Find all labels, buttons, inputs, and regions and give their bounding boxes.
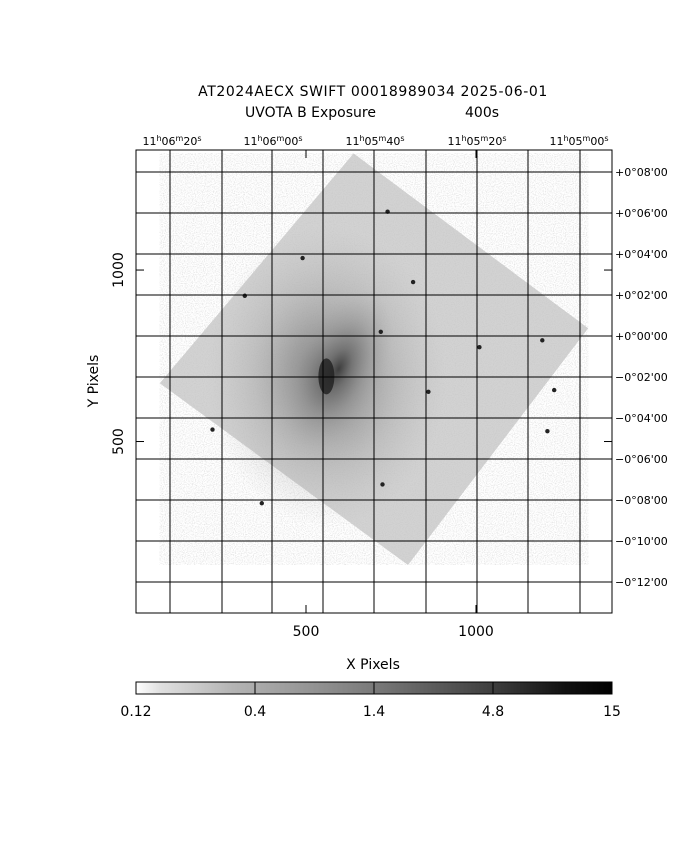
- point-source: [380, 482, 385, 487]
- y-tick-label: 1000: [111, 252, 127, 288]
- point-source: [410, 279, 416, 285]
- point-source: [300, 255, 305, 261]
- galaxy-nucleus: [318, 358, 335, 395]
- ra-label-text: 11h06m20s: [142, 134, 201, 148]
- ra-tick-label: 11h05m20s: [447, 134, 506, 148]
- ra-label-text: 11h05m00s: [549, 134, 608, 148]
- ra-label-text: 11h05m20s: [447, 134, 506, 148]
- y-axis-label: Y Pixels: [86, 355, 102, 409]
- point-source: [552, 387, 557, 393]
- colorbar-label: 15: [603, 704, 621, 720]
- point-source: [242, 293, 247, 298]
- dec-tick-label: −0°08'00: [615, 494, 668, 507]
- chart-title: AT2024AECX SWIFT 00018989034 2025-06-01: [198, 84, 548, 100]
- ra-tick-label: 11h06m00s: [243, 134, 302, 148]
- sky-image: [159, 153, 589, 565]
- y-tick-label: 500: [111, 428, 127, 455]
- colorbar-label: 1.4: [363, 704, 385, 720]
- dec-tick-label: +0°04'00: [615, 248, 668, 261]
- plot-frame: [135, 149, 613, 614]
- x-axis-label: X Pixels: [346, 657, 400, 673]
- dec-tick-label: +0°02'00: [615, 289, 668, 302]
- point-source: [426, 389, 431, 394]
- colorbar-label: 4.8: [482, 704, 504, 720]
- point-source: [477, 345, 482, 350]
- ra-tick-label: 11h06m20s: [142, 134, 201, 148]
- point-source: [545, 429, 550, 434]
- chart-subtitle-left: UVOTA B Exposure: [245, 105, 376, 121]
- point-source: [378, 329, 383, 334]
- dec-tick-label: −0°06'00: [615, 453, 668, 466]
- x-tick-label: 1000: [458, 624, 494, 640]
- axes: 500 1000 500 1000 11h06m20s 11h06m00s 11h05m40…: [111, 134, 668, 640]
- point-source: [210, 427, 215, 432]
- dec-tick-label: −0°02'00: [615, 371, 668, 384]
- galaxy-disk: [284, 289, 394, 449]
- coordinate-grid: [136, 150, 612, 613]
- dec-tick-label: +0°00'00: [615, 330, 668, 343]
- ra-label-text: 11h05m40s: [345, 134, 404, 148]
- dec-tick-label: −0°04'00: [615, 412, 668, 425]
- dec-tick-label: +0°06'00: [615, 207, 668, 220]
- point-source: [540, 338, 545, 343]
- chart-subtitle-right: 400s: [465, 105, 499, 121]
- dec-tick-label: −0°12'00: [615, 576, 668, 589]
- x-tick-label: 500: [293, 624, 320, 640]
- colorbar-label: 0.12: [120, 704, 151, 720]
- ra-tick-label: 11h05m40s: [345, 134, 404, 148]
- colorbar-label: 0.4: [244, 704, 266, 720]
- dec-tick-label: +0°08'00: [615, 166, 668, 179]
- point-source: [259, 501, 264, 506]
- dec-tick-label: −0°10'00: [615, 535, 668, 548]
- ra-tick-label: 11h05m00s: [549, 134, 608, 148]
- ra-label-text: 11h06m00s: [243, 134, 302, 148]
- colorbar-labels: 0.12 0.4 1.4 4.8 15: [120, 682, 621, 720]
